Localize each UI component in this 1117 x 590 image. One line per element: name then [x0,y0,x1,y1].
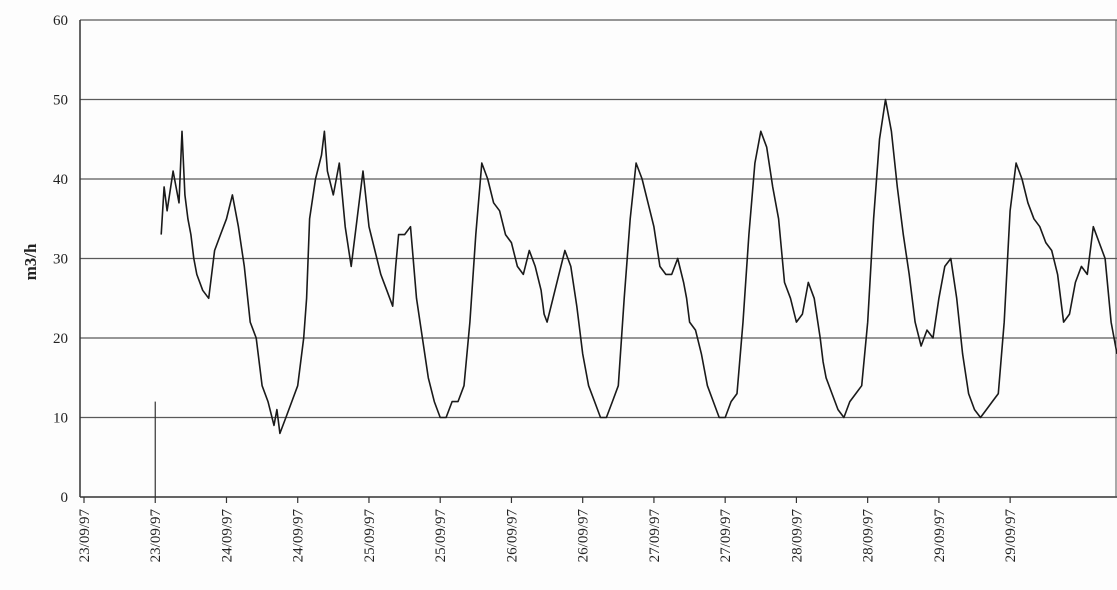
x-tick-label: 25/09/97 [362,509,378,563]
y-tick-label: 20 [53,331,68,347]
y-tick-label: 0 [61,490,69,506]
x-tick-label: 26/09/97 [576,509,592,563]
x-tick-label: 26/09/97 [504,509,520,563]
series-layer [160,98,1117,435]
x-tick-label: 24/09/97 [291,509,307,563]
y-tick-label: 50 [53,93,68,109]
axes [79,20,1117,503]
x-tick-label: 29/09/97 [1003,509,1019,563]
x-tick-label: 25/09/97 [433,509,449,563]
y-tick-label: 60 [53,13,68,29]
x-tick-label: 23/09/97 [148,509,164,563]
series-line-flow [160,98,1117,435]
x-tick-label: 29/09/97 [932,509,948,563]
y-tick-labels: 0 10 20 30 40 50 60 [53,13,68,506]
y-tick-label: 40 [53,172,68,188]
x-tick-label: 24/09/97 [219,509,235,563]
y-axis-title: m3/h [21,243,40,280]
gridlines [80,19,1117,419]
x-tick-label: 27/09/97 [647,509,663,563]
x-tick-label: 28/09/97 [861,509,877,563]
x-tick-label: 27/09/97 [718,509,734,563]
y-tick-label: 30 [53,252,68,268]
x-tick-label: 23/09/97 [77,509,93,563]
x-tick-label: 28/09/97 [789,509,805,563]
x-tick-labels: 23/09/97 23/09/97 24/09/97 24/09/97 25/09/97… [77,509,1019,563]
y-tick-label: 10 [53,411,68,427]
